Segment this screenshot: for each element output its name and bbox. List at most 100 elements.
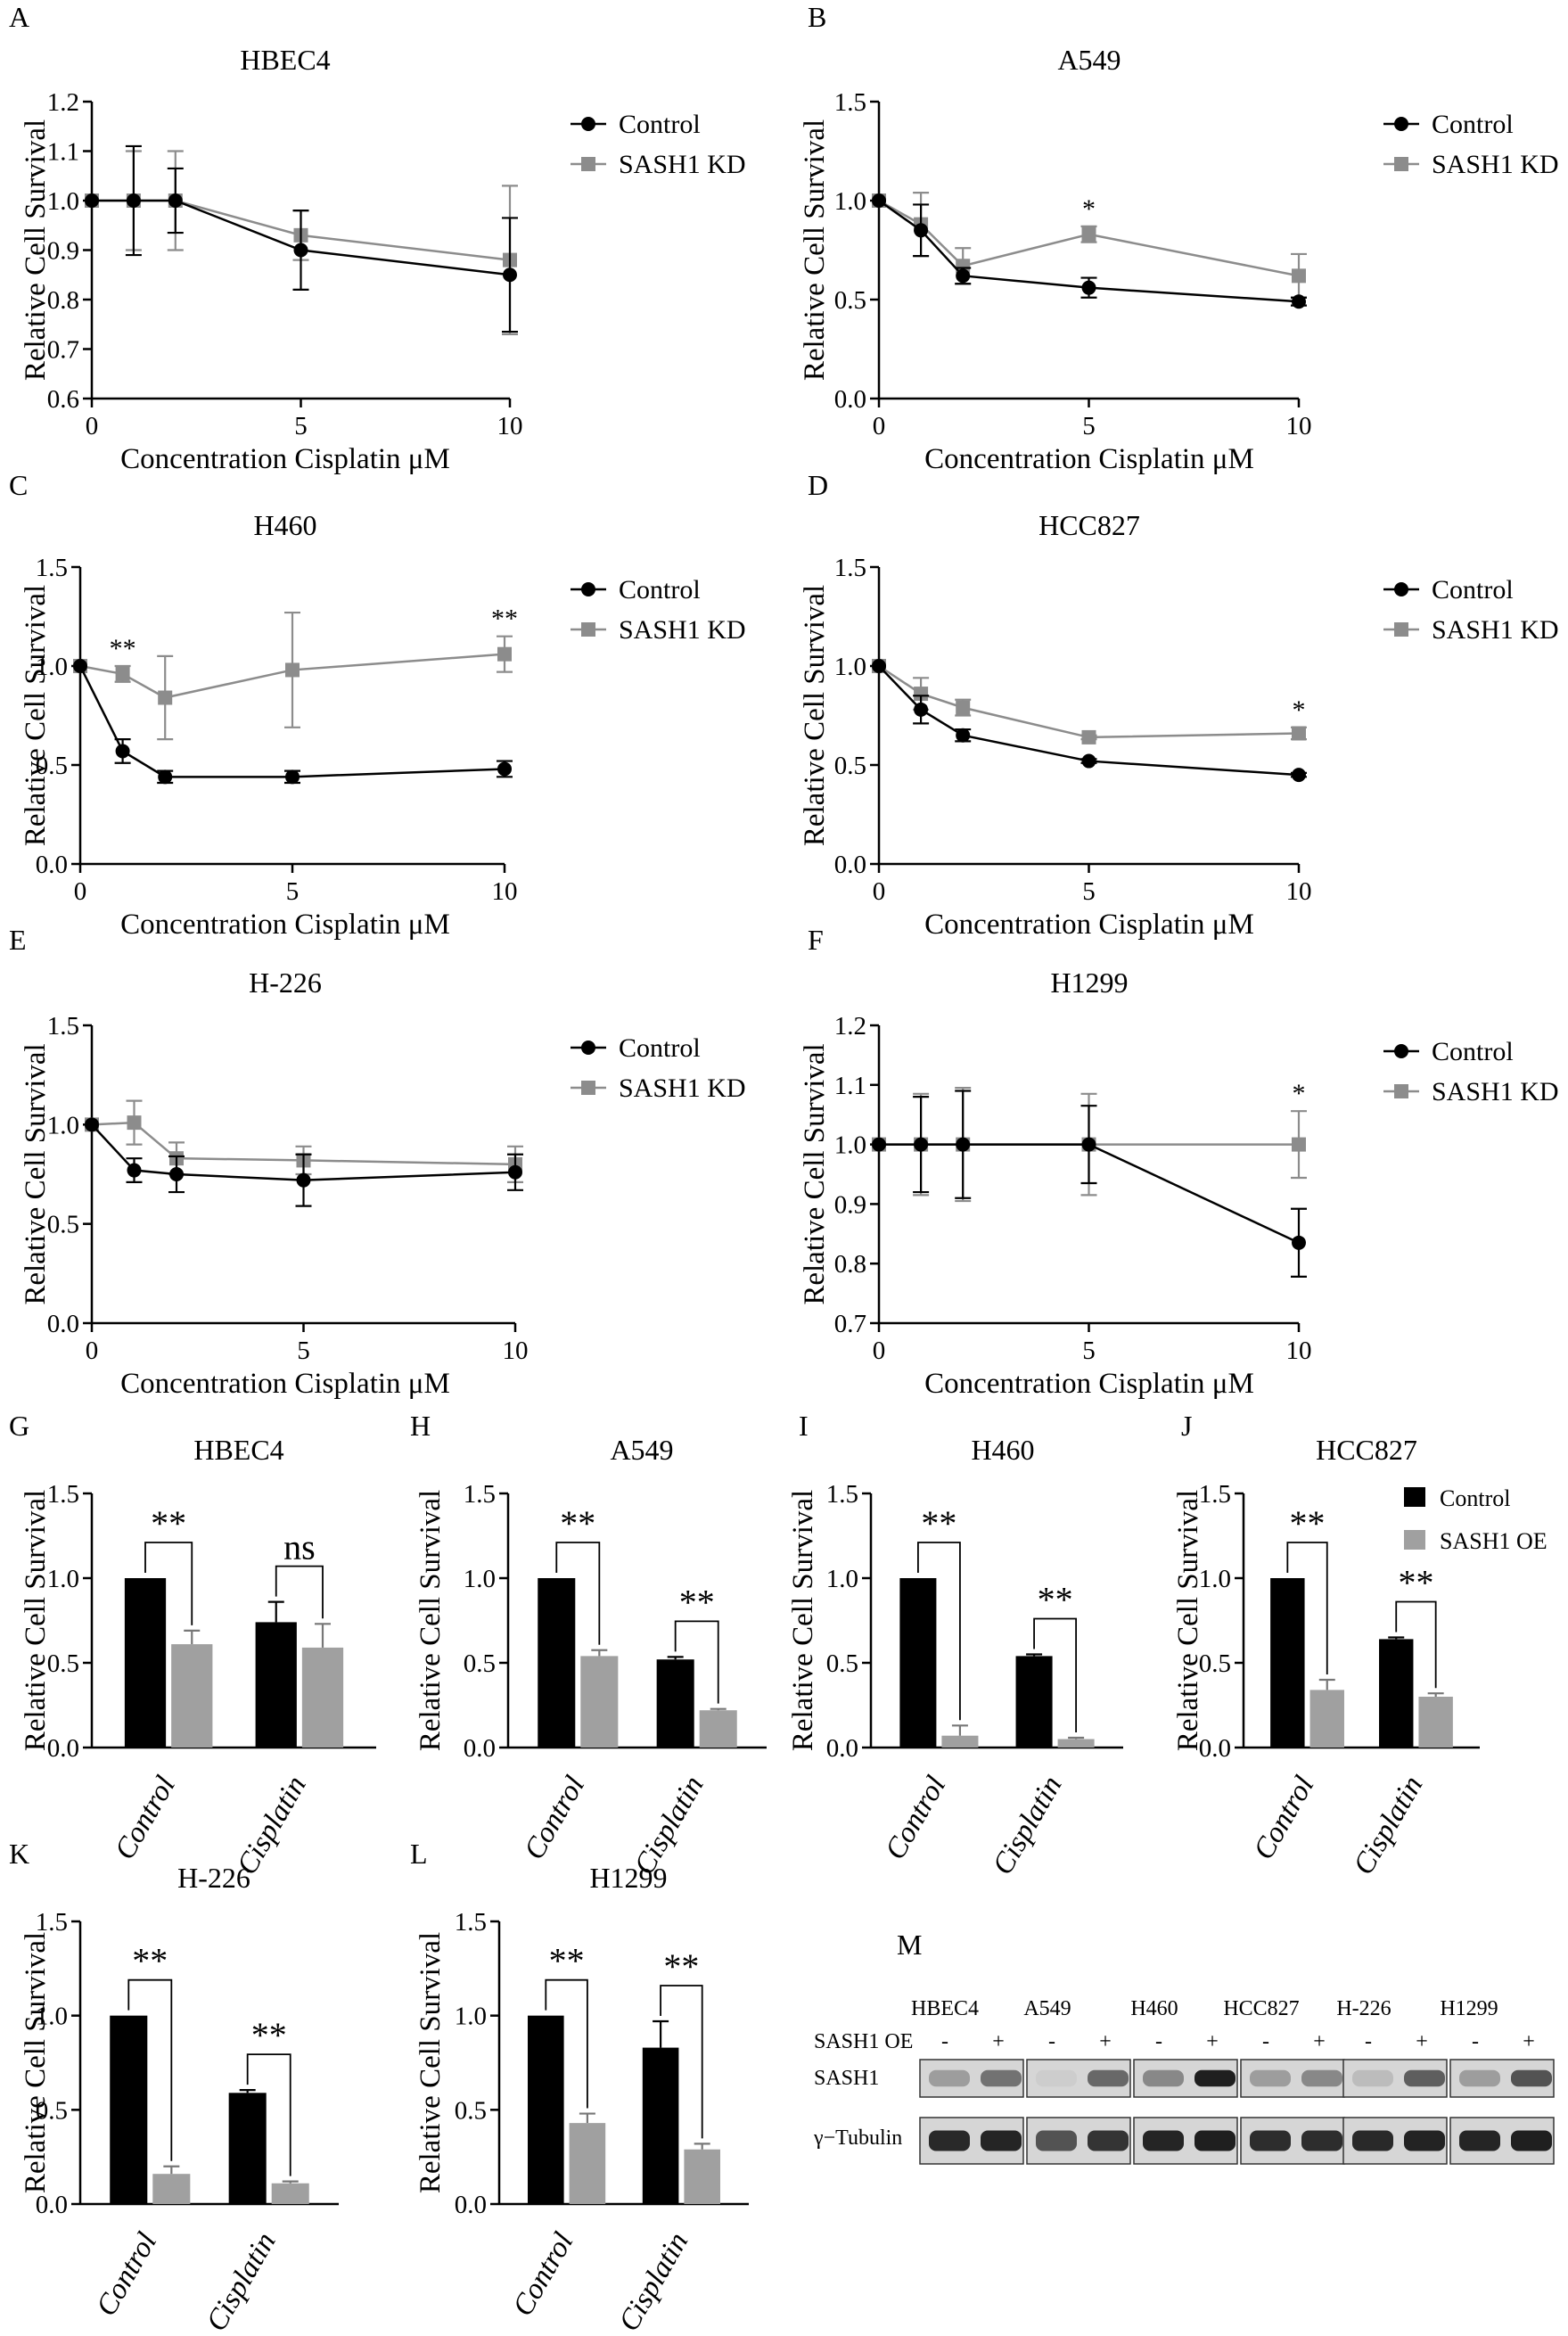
significance-bracket [144,1542,193,1625]
y-tick-label: 0.5 [47,1211,79,1239]
panel-label-m: M [897,1929,922,1961]
data-point-sash1-kd [956,259,971,274]
x-tick-label: 0 [86,1337,99,1365]
y-tick-label: 1.5 [1199,1480,1231,1509]
wb-plus-sign: + [1416,2030,1428,2053]
y-tick-label: 0.0 [1199,1734,1231,1763]
legend-marker-sash1-kd [1394,622,1408,637]
data-point-sash1-kd [127,1115,142,1131]
chart-title: HBEC4 [193,1434,283,1466]
x-tick-label: 10 [497,412,523,440]
data-point-sash1-kd [115,666,130,681]
wb-band [1194,2130,1236,2151]
y-tick-label: 1.5 [464,1480,496,1509]
wb-minus-sign: - [941,2030,948,2053]
wb-minus-sign: - [1048,2030,1055,2053]
x-tick-label: 5 [294,412,308,440]
legend-marker-sash1-kd [581,622,595,637]
data-point-control [1081,753,1096,769]
data-point-sash1-kd [1081,729,1096,744]
y-tick-label: 0.7 [47,336,79,365]
legend-marker-control [581,582,595,596]
x-tick-label: 0 [873,1337,886,1365]
wb-band [1511,2130,1552,2151]
data-point-control [293,243,308,258]
significance-bracket [1286,1542,1328,1674]
y-tick-label: 1.5 [834,88,866,117]
data-point-control [158,769,173,785]
significance-bracket [660,1985,703,2139]
wb-lanes: - + - + - + - + - + - + [919,2030,1555,2165]
legend-marker-sash1-kd [581,1081,595,1095]
panel-label: K [9,1838,29,1870]
wb-plus-sign: + [1313,2030,1326,2053]
significance-label: ** [132,1941,168,1981]
y-axis-label: Relative Cell Survival [20,585,52,846]
wb-band [1301,2069,1342,2087]
data-point-control [1292,1235,1306,1250]
y-tick-label: 1.0 [47,1111,79,1139]
bar-control-control [528,2015,564,2204]
significance-label: ** [679,1582,715,1622]
y-tick-label: 1.1 [834,1072,866,1100]
y-tick-label: 0.8 [834,1250,866,1279]
significance-label: ns [283,1527,316,1567]
x-tick-label: 5 [1082,877,1096,906]
data-point-control [168,193,183,208]
y-tick-label: 0.5 [834,752,866,780]
significance-label: ** [560,1503,595,1543]
y-tick-label: 0.5 [36,752,68,780]
bar-sash1-oe-cisplatin [301,1647,344,1748]
data-point-control [497,761,512,777]
data-point-sash1-kd [1081,226,1096,242]
wb-band [1511,2069,1552,2087]
y-tick-label: 1.0 [455,2003,487,2031]
y-axis-label: Relative Cell Survival [20,1932,52,2193]
bar-sash1-oe-control [569,2123,606,2204]
y-tick-label: 0.0 [455,2191,487,2219]
chart-panel-c: C H460 0.0 0.5 1.0 1.5 Relative Cell Survival 0… [9,469,746,941]
y-tick-label: 0.8 [47,286,79,315]
bar-sash1-oe-control [580,1656,619,1748]
x-tick-label: 5 [286,877,300,906]
wb-condition-label: SASH1 OE [814,2030,913,2053]
significance-label: ** [1290,1503,1326,1543]
panel-label: J [1181,1410,1192,1442]
wb-row-tubulin: γ−Tubulin [813,2126,902,2150]
legend-label-sash1-kd: SASH1 KD [1432,150,1559,179]
significance-bracket [674,1620,719,1704]
significance-bracket [275,1565,324,1619]
significance-bracket [246,2053,291,2176]
data-point-sash1-kd [1292,726,1306,741]
data-point-control [1292,294,1306,309]
wb-band [1143,2069,1184,2087]
chart-title: H1299 [1050,966,1128,999]
bar-sash1-oe-cisplatin [271,2183,309,2204]
x-tick-label: 0 [873,877,886,906]
data-point-sash1-kd [956,700,971,715]
x-tick-label: 5 [1082,1337,1096,1365]
bar-sash1-oe-control [171,1644,213,1748]
significance-bracket [1033,1617,1078,1732]
y-tick-label: 0.6 [47,385,79,414]
wb-band [1088,2130,1129,2151]
data-point-control [503,267,517,283]
significance-label: ** [491,605,518,634]
x-axis-label: Concentration Cisplatin μM [120,909,450,941]
wb-band [981,2069,1022,2087]
y-axis-label: Relative Cell Survival [799,119,831,381]
y-tick-label: 0.9 [47,237,79,266]
panel-label: H [410,1410,431,1442]
y-tick-label: 1.0 [47,1565,79,1593]
panel-label: D [808,469,828,501]
significance-bracket [555,1542,601,1645]
data-point-control [127,1163,142,1178]
bar-sash1-oe-cisplatin [699,1710,737,1748]
legend-marker-control [581,117,595,131]
bar-control-control [899,1578,937,1748]
x-axis-label: Concentration Cisplatin μM [924,443,1254,475]
x-axis-label: Concentration Cisplatin μM [924,909,1254,941]
y-axis-label: Relative Cell Survival [20,1490,52,1751]
